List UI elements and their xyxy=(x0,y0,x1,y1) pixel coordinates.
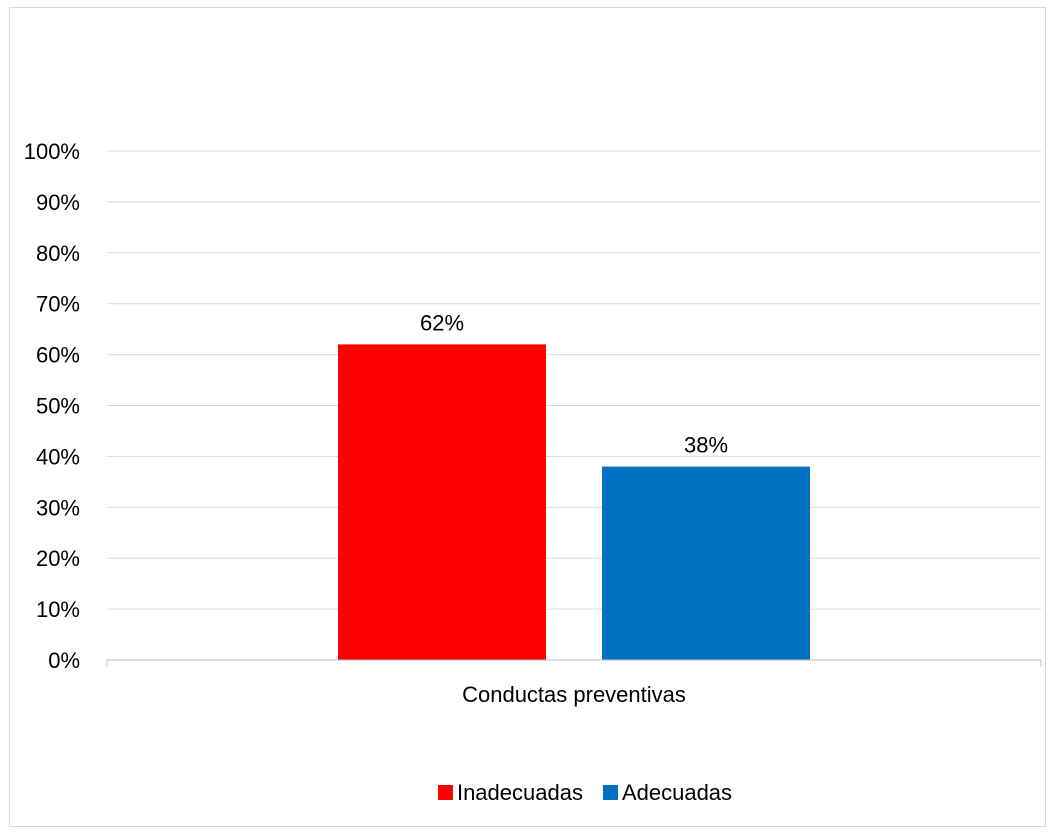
bar-inadecuadas xyxy=(338,344,546,660)
x-axis xyxy=(106,659,1042,667)
data-label: 62% xyxy=(420,310,464,335)
legend-label: Inadecuadas xyxy=(457,780,583,805)
category-label: Conductas preventivas xyxy=(462,682,686,707)
y-tick-label: 70% xyxy=(36,292,80,317)
legend-swatch xyxy=(602,785,618,800)
y-tick-label: 30% xyxy=(36,495,80,520)
y-tick-label: 10% xyxy=(36,597,80,622)
y-tick-label: 100% xyxy=(24,139,80,164)
data-label: 38% xyxy=(684,433,728,458)
y-tick-label: 40% xyxy=(36,444,80,469)
legend: Inadecuadas Adecuadas xyxy=(437,780,732,805)
y-axis-ticks: 0% 10% 20% 30% 40% 50% 60% 70% 80% 90% 100% xyxy=(24,139,80,673)
y-tick-label: 50% xyxy=(36,394,80,419)
category-labels: Conductas preventivas xyxy=(462,682,686,707)
y-tick-label: 80% xyxy=(36,241,80,266)
data-labels: 62% 38% xyxy=(420,310,728,457)
y-tick-label: 0% xyxy=(48,648,80,673)
gridlines xyxy=(107,150,1041,610)
y-tick-label: 20% xyxy=(36,546,80,571)
legend-swatch xyxy=(437,785,453,800)
bar-adecuadas xyxy=(602,466,810,660)
legend-label: Adecuadas xyxy=(622,780,732,805)
bars xyxy=(338,344,810,660)
y-tick-label: 60% xyxy=(36,343,80,368)
y-tick-label: 90% xyxy=(36,190,80,215)
